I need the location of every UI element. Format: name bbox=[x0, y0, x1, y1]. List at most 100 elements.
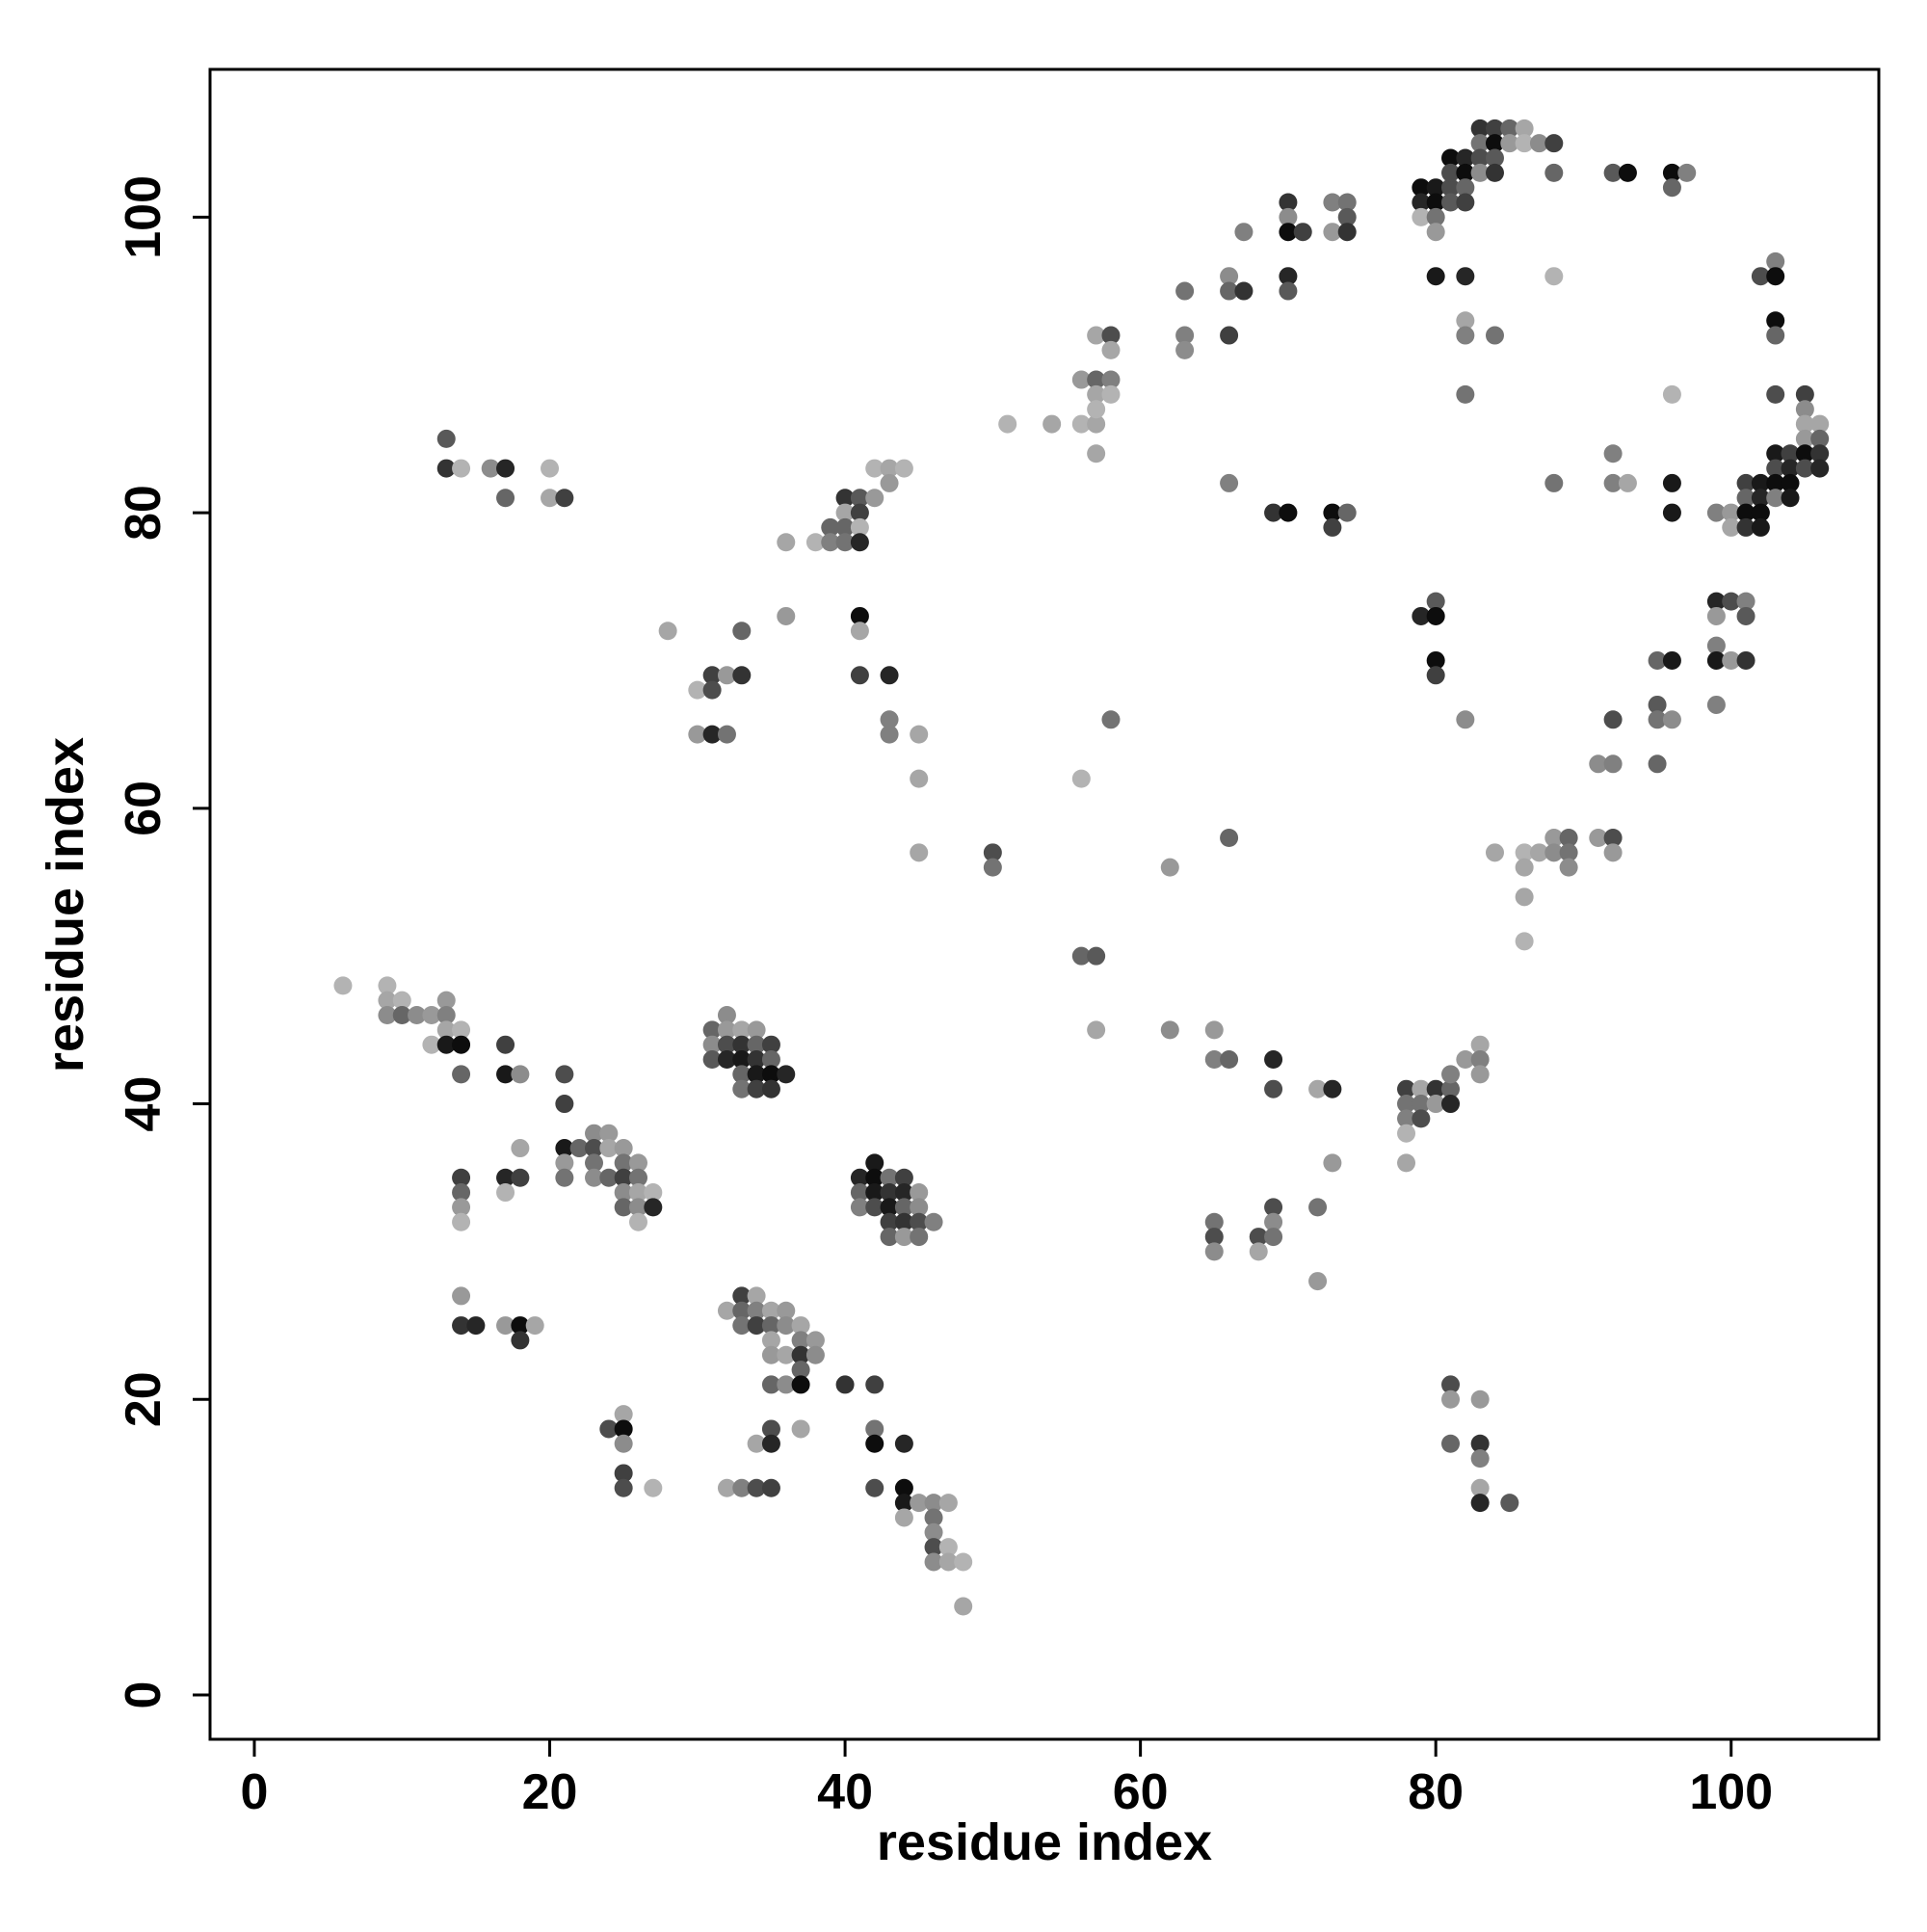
data-point bbox=[496, 489, 515, 508]
data-point bbox=[1706, 606, 1726, 625]
data-point bbox=[1456, 148, 1475, 168]
data-point bbox=[1529, 843, 1548, 862]
data-point bbox=[865, 1183, 884, 1203]
data-point bbox=[761, 1434, 780, 1453]
data-point bbox=[1603, 473, 1623, 492]
data-point bbox=[1515, 858, 1534, 877]
data-point bbox=[1515, 843, 1534, 862]
data-point bbox=[791, 1361, 810, 1380]
data-point bbox=[835, 1375, 855, 1394]
data-point bbox=[1662, 710, 1681, 729]
y-tick-label: 40 bbox=[116, 1076, 172, 1132]
data-point bbox=[791, 1375, 810, 1394]
data-point bbox=[954, 1597, 973, 1616]
data-point bbox=[1559, 858, 1578, 877]
data-point bbox=[1220, 326, 1239, 345]
data-point bbox=[1426, 1095, 1445, 1114]
data-point bbox=[555, 1065, 574, 1084]
data-point bbox=[747, 1434, 766, 1453]
data-point bbox=[1264, 1079, 1283, 1098]
data-point bbox=[1087, 414, 1106, 434]
plot-frame bbox=[208, 67, 1881, 1741]
data-point bbox=[747, 1316, 766, 1336]
data-point bbox=[555, 1139, 574, 1158]
data-point bbox=[511, 1168, 530, 1187]
data-point bbox=[1544, 163, 1564, 182]
data-point bbox=[436, 459, 456, 478]
data-point bbox=[1781, 473, 1800, 492]
x-axis-label: residue index bbox=[877, 1813, 1212, 1871]
data-point bbox=[1323, 1153, 1342, 1173]
data-point bbox=[1648, 650, 1667, 670]
data-point bbox=[761, 1345, 780, 1364]
data-point bbox=[747, 1286, 766, 1306]
y-axis-label: residue index bbox=[37, 737, 94, 1072]
x-tick-label: 20 bbox=[522, 1764, 578, 1820]
data-point bbox=[910, 843, 929, 862]
data-point bbox=[1412, 193, 1431, 212]
data-point bbox=[1308, 1079, 1328, 1098]
data-point bbox=[1706, 503, 1726, 522]
data-point bbox=[1795, 384, 1814, 404]
data-point bbox=[805, 533, 825, 552]
data-point bbox=[599, 1139, 619, 1158]
data-point bbox=[1810, 429, 1830, 448]
data-point bbox=[924, 1552, 943, 1572]
data-point bbox=[496, 1183, 515, 1203]
data-point bbox=[1175, 326, 1195, 345]
data-point bbox=[1766, 459, 1785, 478]
data-point bbox=[585, 1139, 604, 1158]
data-point bbox=[1706, 650, 1726, 670]
data-point bbox=[1264, 503, 1283, 522]
data-point bbox=[1795, 414, 1814, 434]
data-point bbox=[747, 1079, 766, 1098]
data-point bbox=[1810, 444, 1830, 463]
data-point bbox=[1470, 119, 1490, 138]
data-point bbox=[1308, 1198, 1328, 1217]
data-point bbox=[1470, 1478, 1490, 1497]
data-point bbox=[614, 1478, 633, 1497]
data-point bbox=[835, 503, 855, 522]
data-point bbox=[717, 666, 736, 685]
data-point bbox=[1204, 1242, 1224, 1261]
data-point bbox=[555, 489, 574, 508]
data-point bbox=[1456, 178, 1475, 198]
data-point bbox=[1279, 193, 1298, 212]
data-point bbox=[1397, 1153, 1416, 1173]
data-point bbox=[452, 1065, 471, 1084]
data-point bbox=[1441, 178, 1461, 198]
data-point bbox=[1470, 1389, 1490, 1409]
data-point bbox=[1456, 267, 1475, 286]
data-point bbox=[1766, 473, 1785, 492]
data-point bbox=[1323, 223, 1342, 242]
data-point bbox=[761, 1375, 780, 1394]
data-point bbox=[1485, 134, 1504, 153]
data-point bbox=[732, 1079, 752, 1098]
data-point bbox=[541, 459, 560, 478]
data-point bbox=[761, 1301, 780, 1320]
data-point bbox=[436, 991, 456, 1010]
data-point bbox=[1722, 517, 1741, 537]
data-point bbox=[1515, 134, 1534, 153]
data-point bbox=[1736, 517, 1755, 537]
data-point bbox=[1500, 119, 1519, 138]
data-point bbox=[1220, 473, 1239, 492]
data-point bbox=[1515, 119, 1534, 138]
data-point bbox=[1397, 1109, 1416, 1128]
data-point bbox=[717, 725, 736, 744]
data-point bbox=[422, 1006, 441, 1025]
data-point bbox=[1456, 163, 1475, 182]
data-point bbox=[1412, 1095, 1431, 1114]
data-point bbox=[1264, 1212, 1283, 1231]
data-point bbox=[880, 725, 899, 744]
data-point bbox=[717, 1020, 736, 1040]
data-point bbox=[1470, 1065, 1490, 1084]
data-point bbox=[1412, 207, 1431, 226]
data-point bbox=[761, 1065, 780, 1084]
data-point bbox=[791, 1331, 810, 1350]
data-point bbox=[865, 1375, 884, 1394]
data-point bbox=[747, 1020, 766, 1040]
data-point bbox=[717, 1050, 736, 1070]
data-point bbox=[702, 725, 722, 744]
